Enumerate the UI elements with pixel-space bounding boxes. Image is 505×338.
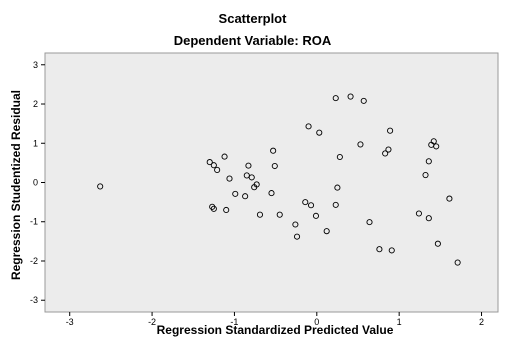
data-point bbox=[382, 150, 389, 157]
data-point bbox=[433, 143, 440, 150]
data-point bbox=[360, 97, 367, 104]
x-tick-label: 2 bbox=[479, 317, 484, 327]
data-point bbox=[243, 172, 250, 179]
y-tick-label: 1 bbox=[33, 138, 38, 148]
data-point bbox=[454, 259, 461, 266]
data-point bbox=[226, 175, 233, 182]
data-point bbox=[366, 219, 373, 226]
data-point bbox=[316, 129, 323, 136]
data-point bbox=[206, 159, 213, 166]
chart-title: Scatterplot bbox=[218, 11, 287, 26]
data-point bbox=[248, 174, 255, 181]
data-point bbox=[415, 210, 422, 217]
y-tick-label: 0 bbox=[33, 178, 38, 188]
x-tick-label: 1 bbox=[397, 317, 402, 327]
data-point bbox=[292, 221, 299, 228]
data-point bbox=[232, 190, 239, 197]
data-point bbox=[422, 171, 429, 179]
y-tick-label: 2 bbox=[33, 99, 38, 109]
data-point bbox=[245, 162, 252, 169]
data-point bbox=[223, 206, 230, 214]
data-point bbox=[268, 190, 275, 197]
tick-labels: -3 -2 -1 0 1 2 3 2 1 0 -1 -2 -3 bbox=[30, 60, 484, 327]
data-point bbox=[270, 147, 277, 154]
y-tick-label: -1 bbox=[30, 217, 38, 227]
data-point bbox=[387, 127, 394, 134]
data-point bbox=[430, 138, 437, 145]
data-point bbox=[302, 199, 309, 206]
data-point bbox=[376, 246, 383, 253]
y-tick-label: -3 bbox=[30, 295, 38, 305]
data-point bbox=[323, 228, 330, 235]
x-tick-label: -2 bbox=[148, 317, 156, 327]
data-point bbox=[332, 201, 339, 208]
x-tick-label: -1 bbox=[230, 317, 238, 327]
x-axis-label: Regression Standardized Predicted Value bbox=[156, 323, 394, 337]
y-tick-label: 3 bbox=[33, 60, 38, 70]
x-tick-label: 0 bbox=[314, 317, 319, 327]
data-point bbox=[347, 93, 354, 100]
data-point bbox=[312, 212, 320, 219]
data-points bbox=[97, 93, 461, 266]
chart-subtitle: Dependent Variable: ROA bbox=[173, 33, 332, 48]
data-point bbox=[253, 181, 260, 188]
data-point bbox=[425, 158, 432, 165]
data-point bbox=[271, 162, 278, 170]
data-point bbox=[97, 183, 104, 190]
plot-area bbox=[44, 52, 499, 313]
data-point bbox=[307, 202, 315, 209]
data-point bbox=[221, 153, 228, 160]
data-point bbox=[334, 184, 341, 191]
data-point bbox=[242, 193, 249, 200]
data-point bbox=[434, 240, 441, 247]
data-point bbox=[214, 166, 221, 173]
data-point bbox=[209, 203, 216, 210]
data-point bbox=[388, 247, 395, 254]
data-point bbox=[276, 211, 283, 218]
data-point bbox=[446, 195, 453, 202]
data-point bbox=[336, 153, 343, 161]
data-point bbox=[293, 233, 301, 240]
x-tick-label: -3 bbox=[66, 317, 74, 327]
data-point bbox=[210, 205, 217, 212]
y-tick-label: -2 bbox=[30, 256, 38, 266]
data-point bbox=[332, 95, 339, 102]
data-point bbox=[425, 215, 432, 222]
data-point bbox=[256, 211, 264, 218]
data-point bbox=[210, 162, 217, 169]
data-point bbox=[385, 146, 392, 153]
axis-ticks bbox=[41, 64, 483, 316]
data-point bbox=[305, 123, 312, 130]
data-point bbox=[357, 141, 364, 148]
